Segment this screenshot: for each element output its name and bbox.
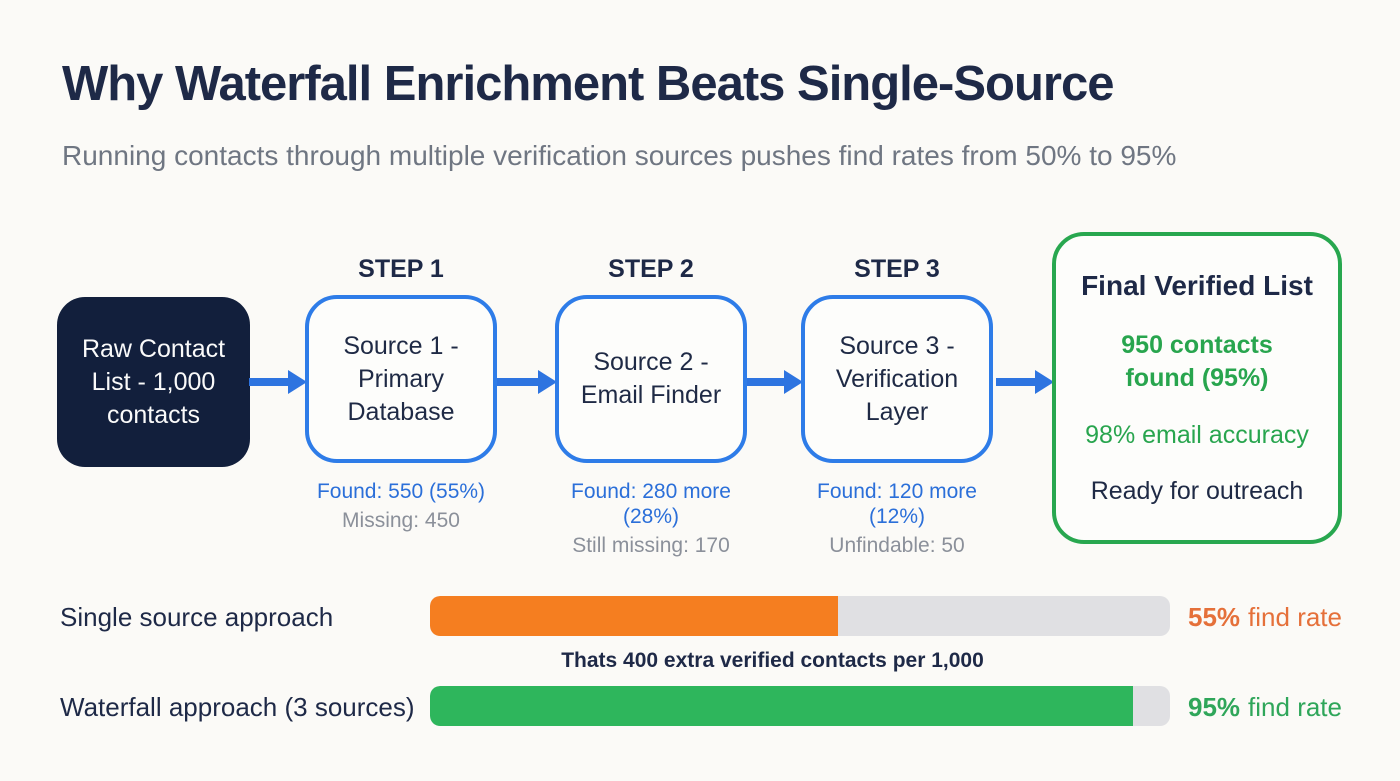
arrow-shaft xyxy=(745,378,784,386)
step-1-group: STEP 1 Source 1 - Primary Database Found… xyxy=(305,255,497,533)
waterfall-find-rate-text: find rate xyxy=(1248,692,1342,722)
step-2-box-label: Source 2 - Email Finder xyxy=(580,348,722,409)
extra-contacts-annotation: Thats 400 extra verified contacts per 1,… xyxy=(561,649,984,672)
single-source-bar-track xyxy=(430,596,1170,636)
step-2-found-stat: Found: 280 more (28%) xyxy=(571,480,731,529)
step-3-group: STEP 3 Source 3 - Verification Layer Fou… xyxy=(801,255,993,559)
single-source-bar-fill xyxy=(430,596,838,636)
raw-contact-list-box: Raw Contact List - 1,000 contacts xyxy=(57,297,250,467)
step-1-stats: Found: 550 (55%) Missing: 450 xyxy=(305,479,497,533)
step-2-label: STEP 2 xyxy=(608,255,694,283)
final-box-accuracy: 98% email accuracy xyxy=(1085,421,1309,449)
flow-arrow-2 xyxy=(496,370,557,394)
waterfall-find-rate: 95% find rate xyxy=(1188,692,1342,723)
step-1-missing-stat: Missing: 450 xyxy=(342,509,460,533)
final-box-title: Final Verified List xyxy=(1081,270,1313,301)
arrow-head-icon xyxy=(1035,370,1054,394)
flow-arrow-3 xyxy=(745,370,803,394)
arrow-shaft xyxy=(496,378,538,386)
step-3-missing-stat: Unfindable: 50 xyxy=(829,534,965,558)
page-title: Why Waterfall Enrichment Beats Single-So… xyxy=(62,57,1114,111)
waterfall-bar-fill xyxy=(430,686,1133,726)
final-box-headline: 950 contacts found (95%) xyxy=(1121,331,1273,392)
step-1-found-stat: Found: 550 (55%) xyxy=(316,480,486,503)
single-source-row-label: Single source approach xyxy=(60,602,334,632)
raw-contact-list-label: Raw Contact List - 1,000 contacts xyxy=(81,334,226,429)
waterfall-bar-track xyxy=(430,686,1170,726)
arrow-head-icon xyxy=(538,370,557,394)
arrow-head-icon xyxy=(288,370,307,394)
step-2-group: STEP 2 Source 2 - Email Finder Found: 28… xyxy=(555,255,747,559)
step-2-box: Source 2 - Email Finder xyxy=(555,295,747,463)
arrow-shaft xyxy=(996,378,1035,386)
single-source-find-rate-pct: 55% xyxy=(1188,602,1241,632)
flow-arrow-1 xyxy=(249,370,307,394)
waterfall-row-label: Waterfall approach (3 sources) xyxy=(60,692,415,722)
waterfall-find-rate-pct: 95% xyxy=(1188,692,1241,722)
final-box-ready: Ready for outreach xyxy=(1090,477,1304,505)
step-3-box: Source 3 - Verification Layer xyxy=(801,295,993,463)
step-3-label: STEP 3 xyxy=(854,255,940,283)
arrow-head-icon xyxy=(784,370,803,394)
step-1-box-label: Source 1 - Primary Database xyxy=(343,331,459,426)
single-source-find-rate-text: find rate xyxy=(1248,602,1342,632)
step-2-missing-stat: Still missing: 170 xyxy=(572,534,730,558)
step-1-label: STEP 1 xyxy=(358,255,444,283)
arrow-shaft xyxy=(249,378,288,386)
step-3-box-label: Source 3 - Verification Layer xyxy=(835,331,959,426)
final-verified-list-box: Final Verified List 950 contacts found (… xyxy=(1052,232,1342,544)
step-1-box: Source 1 - Primary Database xyxy=(305,295,497,463)
step-3-stats: Found: 120 more (12%) Unfindable: 50 xyxy=(801,479,993,559)
single-source-find-rate: 55% find rate xyxy=(1188,602,1342,633)
flow-arrow-4 xyxy=(996,370,1054,394)
step-2-stats: Found: 280 more (28%) Still missing: 170 xyxy=(555,479,747,559)
step-3-found-stat: Found: 120 more (12%) xyxy=(817,480,977,529)
page-subtitle: Running contacts through multiple verifi… xyxy=(62,140,1177,171)
